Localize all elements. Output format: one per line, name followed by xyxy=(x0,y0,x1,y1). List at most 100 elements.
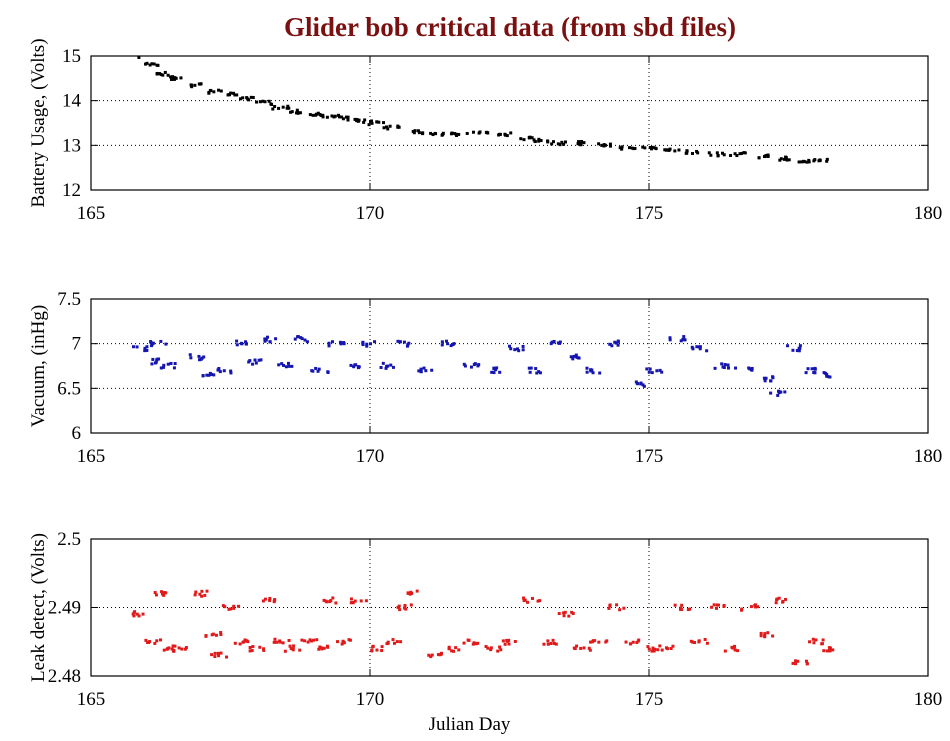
data-point xyxy=(160,592,164,596)
data-point xyxy=(155,639,159,643)
data-point xyxy=(574,353,578,357)
data-point xyxy=(263,597,267,601)
data-point xyxy=(148,63,152,67)
data-point xyxy=(322,646,326,650)
data-point xyxy=(318,112,322,116)
data-point xyxy=(764,154,768,158)
data-point xyxy=(165,647,169,651)
data-point xyxy=(380,645,384,649)
data-point xyxy=(212,373,216,377)
data-point xyxy=(528,135,532,139)
data-point xyxy=(797,160,801,164)
data-point xyxy=(392,641,396,645)
data-point xyxy=(388,124,392,128)
data-point xyxy=(821,638,825,642)
y-tick-label: 7 xyxy=(72,334,82,355)
data-point xyxy=(671,644,675,648)
data-point xyxy=(153,591,157,595)
data-point xyxy=(471,642,475,646)
data-point xyxy=(396,605,400,609)
data-point xyxy=(825,157,829,161)
data-point xyxy=(556,142,560,146)
data-point xyxy=(552,641,556,645)
data-point xyxy=(679,339,683,343)
data-point xyxy=(263,337,267,341)
data-point xyxy=(229,91,233,95)
data-point xyxy=(347,638,351,642)
data-point xyxy=(677,148,681,152)
data-point xyxy=(449,132,453,136)
data-point xyxy=(445,339,449,343)
data-point xyxy=(528,370,532,374)
data-point xyxy=(462,641,466,645)
data-point xyxy=(217,654,221,658)
data-point xyxy=(225,655,229,659)
chart-title: Glider bob critical data (from sbd files… xyxy=(284,12,736,42)
data-point xyxy=(184,646,188,650)
data-point xyxy=(162,648,166,652)
x-tick-label: 175 xyxy=(635,446,664,467)
data-point xyxy=(386,641,390,645)
data-point xyxy=(155,358,159,362)
data-point xyxy=(763,635,767,639)
data-point xyxy=(422,366,426,370)
data-point xyxy=(163,70,167,74)
data-point xyxy=(171,644,175,648)
data-point xyxy=(582,646,586,650)
data-point xyxy=(132,614,136,618)
data-point xyxy=(203,593,207,597)
data-point xyxy=(161,365,165,369)
data-point xyxy=(489,646,493,650)
data-point xyxy=(649,147,653,151)
data-point xyxy=(373,340,377,344)
data-point xyxy=(213,651,217,655)
data-point xyxy=(251,362,255,366)
data-point xyxy=(349,597,353,601)
data-point xyxy=(241,96,245,100)
data-point xyxy=(336,640,340,644)
data-point xyxy=(143,349,147,353)
data-point xyxy=(664,646,668,650)
data-point xyxy=(660,370,664,374)
data-point xyxy=(766,154,770,158)
data-point xyxy=(786,344,790,348)
data-point xyxy=(159,366,163,370)
data-point xyxy=(284,365,288,369)
x-tick-label: 180 xyxy=(914,446,943,467)
data-point xyxy=(159,638,163,642)
data-point xyxy=(563,140,567,144)
data-point xyxy=(467,638,471,642)
data-point xyxy=(695,345,699,349)
data-point xyxy=(549,342,553,346)
data-point xyxy=(353,599,357,603)
data-point xyxy=(509,131,513,135)
data-point xyxy=(244,340,248,344)
x-tick-label: 170 xyxy=(356,203,385,224)
y-tick-label: 6 xyxy=(72,423,82,444)
data-point xyxy=(208,371,212,375)
data-point xyxy=(325,644,329,648)
data-point xyxy=(753,603,757,607)
data-point xyxy=(618,608,622,612)
data-point xyxy=(219,89,223,93)
data-point xyxy=(513,348,517,352)
data-point xyxy=(722,603,726,607)
data-point xyxy=(145,345,149,349)
x-axis-label: Julian Day xyxy=(429,714,511,735)
data-point xyxy=(714,606,718,610)
data-point xyxy=(580,140,584,144)
data-point xyxy=(395,640,399,644)
data-point xyxy=(200,594,204,598)
data-point xyxy=(419,369,423,373)
data-point xyxy=(522,138,526,142)
data-point xyxy=(797,349,801,353)
data-point xyxy=(275,640,279,644)
data-point xyxy=(150,344,154,348)
data-point xyxy=(381,361,385,365)
data-point xyxy=(723,363,727,367)
data-point xyxy=(286,104,290,108)
data-point xyxy=(784,155,788,159)
data-point xyxy=(497,133,501,137)
data-point xyxy=(648,367,652,371)
data-point xyxy=(705,641,709,645)
